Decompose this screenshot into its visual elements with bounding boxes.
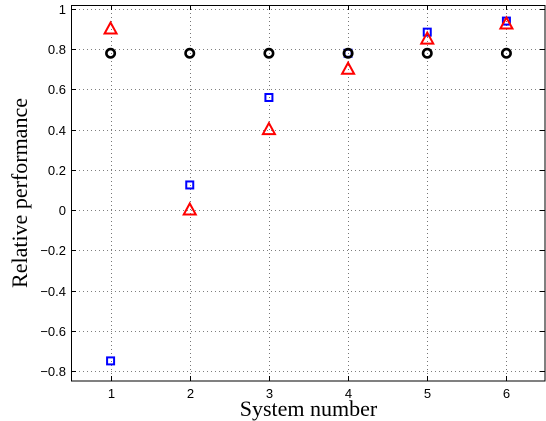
y-tick-label: 0.6 (48, 82, 66, 97)
y-tick-label: −0.8 (40, 364, 66, 379)
circle-marker (421, 47, 433, 59)
y-tick-label: 0.4 (48, 123, 66, 138)
x-axis-label: System number (240, 396, 378, 421)
y-tick-label: 0 (59, 203, 66, 218)
y-axis-label: Relative performance (7, 98, 32, 288)
data-marks (102, 15, 515, 366)
x-tick-label: 1 (108, 386, 115, 401)
y-tick-label: −0.6 (40, 324, 66, 339)
y-tick-label: 0.2 (48, 163, 66, 178)
square-marker (106, 356, 116, 366)
circle-marker (105, 47, 117, 59)
triangle-marker (261, 120, 277, 136)
y-tick-label: 0.8 (48, 42, 66, 57)
y-tick-label: −0.2 (40, 243, 66, 258)
square-marker (422, 27, 432, 37)
triangle-marker (102, 20, 119, 35)
circle-marker (263, 47, 275, 59)
plot-frame (71, 5, 546, 382)
triangle-marker (419, 30, 435, 45)
circle-marker (342, 47, 354, 59)
circle-marker (184, 47, 196, 59)
x-tick-label: 2 (187, 386, 194, 401)
triangle-marker (340, 60, 356, 75)
y-tick-label: −0.4 (40, 284, 66, 299)
y-tick-label: 1 (59, 2, 66, 17)
circle-marker (500, 47, 512, 59)
x-tick-label: 4 (345, 386, 352, 401)
x-tick-label: 6 (503, 386, 510, 401)
x-tick-label: 3 (266, 386, 273, 401)
square-marker (185, 180, 195, 190)
triangle-marker (498, 15, 515, 30)
triangle-marker (182, 201, 198, 216)
axis-ticks (71, 5, 545, 381)
y-tick-labels: −0.8 −0.6 −0.4 −0.2 0 0.2 0.4 0.6 0.8 1 (40, 2, 66, 379)
x-tick-label: 5 (424, 386, 431, 401)
x-tick-labels: 1 2 3 4 5 6 (108, 386, 510, 401)
grid-lines (71, 5, 546, 381)
square-marker (264, 92, 274, 102)
